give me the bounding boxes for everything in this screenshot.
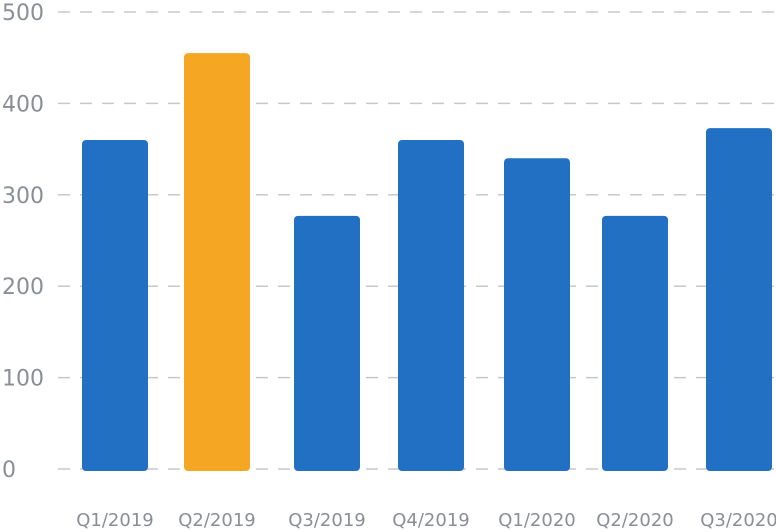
y-axis-tick-labels: 0 100 200 300 400 500 bbox=[2, 1, 44, 483]
y-tick-label: 100 bbox=[2, 367, 44, 392]
x-tick-label: Q4/2019 bbox=[392, 510, 470, 531]
bar-q3-2019[interactable] bbox=[294, 216, 360, 471]
bar-q2-2020[interactable] bbox=[602, 216, 668, 471]
x-tick-label: Q2/2020 bbox=[596, 510, 674, 531]
x-tick-label: Q3/2020 bbox=[700, 510, 776, 531]
bar-q4-2019[interactable] bbox=[398, 140, 464, 471]
y-tick-label: 200 bbox=[2, 275, 44, 300]
x-tick-label: Q1/2020 bbox=[498, 510, 576, 531]
y-tick-label: 0 bbox=[2, 458, 16, 483]
x-tick-label: Q1/2019 bbox=[76, 510, 154, 531]
y-tick-label: 500 bbox=[2, 1, 44, 26]
bar-q3-2020[interactable] bbox=[706, 128, 772, 471]
bars bbox=[82, 53, 772, 471]
y-tick-label: 400 bbox=[2, 92, 44, 117]
bar-q1-2020[interactable] bbox=[504, 158, 570, 471]
x-axis-tick-labels: Q1/2019 Q2/2019 Q3/2019 Q4/2019 Q1/2020 Q2/20… bbox=[76, 510, 776, 531]
bar-q2-2019[interactable] bbox=[184, 53, 250, 471]
y-tick-label: 300 bbox=[2, 184, 44, 209]
bar-q1-2019[interactable] bbox=[82, 140, 148, 471]
x-tick-label: Q3/2019 bbox=[288, 510, 366, 531]
x-tick-label: Q2/2019 bbox=[178, 510, 256, 531]
